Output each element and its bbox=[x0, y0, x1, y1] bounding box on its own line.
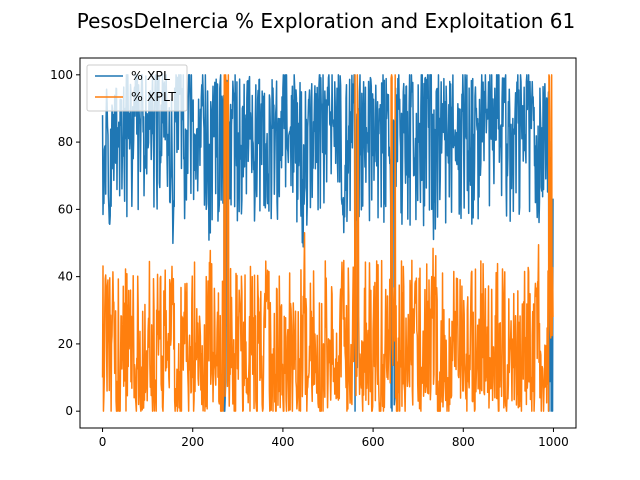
y-tick-label: 80 bbox=[58, 135, 73, 149]
x-tick-label: 800 bbox=[452, 435, 475, 449]
y-axis: 0 20 40 60 80 100 bbox=[50, 68, 80, 418]
x-tick-label: 600 bbox=[362, 435, 385, 449]
y-tick-label: 0 bbox=[65, 404, 73, 418]
x-tick-label: 0 bbox=[99, 435, 107, 449]
x-axis: 0 200 400 600 800 1000 bbox=[99, 428, 569, 449]
x-tick-label: 200 bbox=[181, 435, 204, 449]
legend-label-xpl: % XPL bbox=[131, 68, 170, 83]
x-tick-label: 400 bbox=[271, 435, 294, 449]
series-line-xplt bbox=[101, 74, 554, 412]
legend: % XPL % XPLT bbox=[86, 64, 188, 112]
legend-label-xplt: % XPLT bbox=[131, 89, 176, 104]
y-tick-label: 40 bbox=[58, 270, 73, 284]
chart-title: PesosDeInercia % Exploration and Exploit… bbox=[77, 9, 575, 33]
y-tick-label: 100 bbox=[50, 68, 73, 82]
y-tick-label: 60 bbox=[58, 202, 73, 216]
x-tick-label: 1000 bbox=[538, 435, 569, 449]
y-tick-label: 20 bbox=[58, 337, 73, 351]
plot-area-frame bbox=[79, 57, 577, 429]
